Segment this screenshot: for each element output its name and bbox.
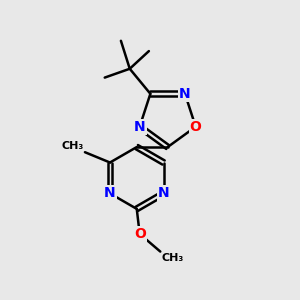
Text: N: N: [134, 120, 146, 134]
Text: O: O: [134, 227, 146, 241]
Text: N: N: [179, 87, 191, 101]
Text: CH₃: CH₃: [61, 141, 83, 151]
Text: O: O: [190, 120, 202, 134]
Text: N: N: [158, 186, 169, 200]
Text: CH₃: CH₃: [162, 253, 184, 263]
Text: N: N: [104, 186, 116, 200]
